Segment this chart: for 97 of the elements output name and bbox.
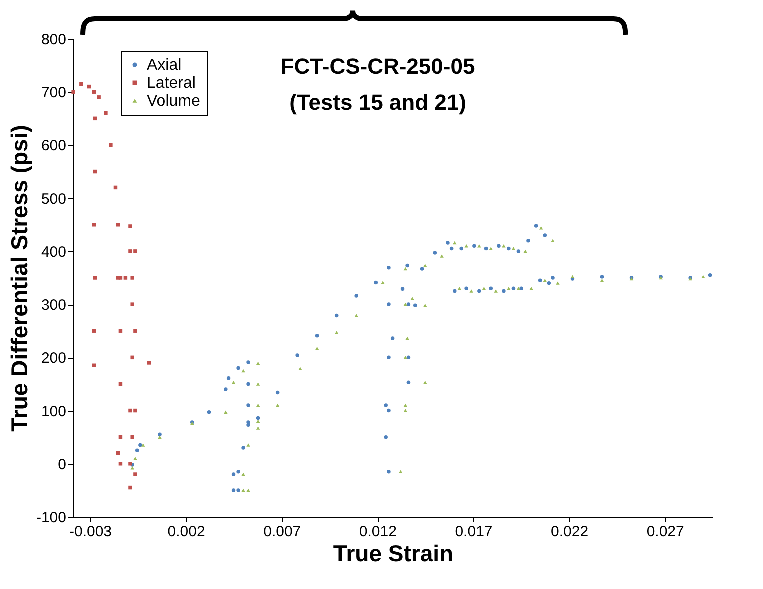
point [470, 290, 474, 293]
legend-label: Volume [147, 93, 200, 110]
y-tick-label: 400 [41, 244, 66, 261]
point [141, 444, 146, 447]
text: FCT-CS-CR-250-05 [280, 54, 476, 79]
point [104, 111, 108, 116]
point [92, 90, 96, 94]
y-tick-label: 300 [41, 297, 66, 314]
point [118, 462, 123, 466]
point [354, 314, 358, 318]
point [224, 410, 228, 414]
point [128, 224, 132, 228]
point [453, 241, 457, 245]
point [478, 244, 482, 248]
point [242, 369, 246, 373]
point [130, 356, 134, 360]
point [702, 275, 706, 279]
point [556, 282, 560, 285]
y-tick-label: 800 [41, 32, 66, 48]
point [246, 444, 250, 447]
point [147, 361, 152, 365]
y-tick-label: 0 [58, 456, 66, 474]
y-tick-label: 700 [41, 84, 66, 102]
point [424, 264, 428, 268]
point [381, 281, 385, 284]
y-tick-label: 600 [41, 138, 66, 155]
point [92, 329, 96, 333]
point [256, 404, 260, 408]
point [130, 466, 134, 470]
point [398, 470, 403, 474]
x-tick-label: -0.003 [69, 524, 112, 540]
point [315, 347, 320, 350]
point [298, 367, 302, 370]
point [80, 82, 84, 86]
point [128, 250, 132, 254]
point [256, 362, 260, 366]
point [134, 408, 138, 413]
point [256, 420, 260, 424]
point [97, 96, 101, 100]
point [134, 472, 138, 476]
x-axis-title: True Strain [333, 540, 454, 566]
point [440, 254, 444, 258]
point [116, 223, 120, 227]
point [600, 279, 604, 282]
point [404, 302, 408, 306]
point [334, 331, 339, 334]
y-axis-title: True Differential Stress (psi) [6, 125, 32, 432]
point [130, 302, 134, 306]
point [128, 408, 132, 413]
text: (Tests 15 and 21) [290, 90, 466, 115]
point [124, 276, 128, 280]
point [130, 435, 134, 440]
point [404, 404, 408, 408]
x-tick-label: 0.017 [455, 524, 493, 540]
point [404, 356, 408, 360]
point [524, 250, 528, 254]
point [256, 426, 260, 430]
point [512, 247, 516, 250]
point [404, 267, 408, 271]
point [494, 290, 498, 293]
point [134, 329, 138, 333]
point [128, 486, 132, 490]
point [406, 336, 410, 340]
point [92, 223, 96, 227]
point [410, 297, 414, 300]
point [458, 287, 462, 290]
point [543, 279, 548, 282]
point [464, 244, 468, 248]
point [242, 488, 246, 492]
legend-label: Lateral [147, 75, 196, 92]
x-tick-label: 0.022 [551, 524, 589, 540]
x-tick-label: 0.027 [646, 524, 684, 540]
point [246, 488, 250, 492]
point [134, 250, 138, 254]
point [116, 276, 120, 280]
point [118, 329, 123, 333]
point [489, 247, 493, 250]
point [72, 90, 76, 94]
point [130, 276, 134, 280]
x-tick-label: 0.007 [264, 524, 302, 540]
x-tick-label: 0.002 [168, 524, 206, 540]
y-tick-label: 200 [41, 350, 66, 368]
point [551, 239, 555, 242]
y-tick-label: -100 [36, 510, 66, 526]
point [109, 143, 113, 148]
x-tick-label: 0.012 [359, 524, 397, 540]
point [276, 404, 280, 408]
y-tick-label: 100 [41, 403, 66, 420]
y-tick-label: 500 [41, 190, 66, 208]
point [404, 409, 408, 412]
point [242, 472, 246, 476]
point [539, 226, 544, 230]
legend-label: Axial [147, 57, 182, 74]
point [256, 382, 260, 386]
point [158, 436, 162, 439]
point [93, 276, 98, 280]
point [502, 244, 506, 248]
